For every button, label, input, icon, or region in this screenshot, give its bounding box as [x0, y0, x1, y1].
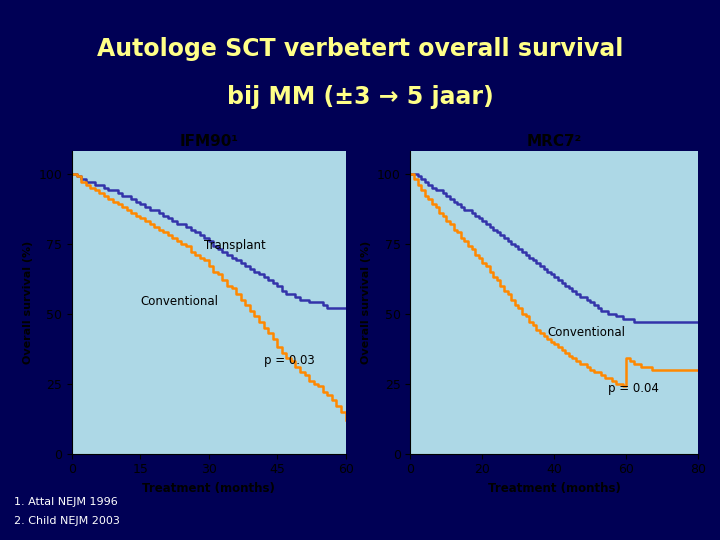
Text: Conventional: Conventional — [140, 295, 218, 308]
Text: Conventional: Conventional — [547, 326, 625, 339]
Text: Autologe SCT verbetert overall survival: Autologe SCT verbetert overall survival — [96, 37, 624, 60]
X-axis label: Treatment (months): Treatment (months) — [488, 482, 621, 495]
Title: MRC7²: MRC7² — [527, 133, 582, 148]
Text: 1. Attal NEJM 1996: 1. Attal NEJM 1996 — [14, 497, 118, 507]
Text: p = 0.04: p = 0.04 — [608, 382, 660, 395]
Text: 2. Child NEJM 2003: 2. Child NEJM 2003 — [14, 516, 120, 526]
X-axis label: Treatment (months): Treatment (months) — [143, 482, 275, 495]
Text: Transplant: Transplant — [204, 239, 266, 252]
Y-axis label: Overall survival (%): Overall survival (%) — [23, 241, 33, 364]
Text: bij MM (±3 → 5 jaar): bij MM (±3 → 5 jaar) — [227, 85, 493, 109]
Text: p = 0.03: p = 0.03 — [264, 354, 314, 367]
Title: IFM90¹: IFM90¹ — [179, 133, 238, 148]
Y-axis label: Overall survival (%): Overall survival (%) — [361, 241, 372, 364]
